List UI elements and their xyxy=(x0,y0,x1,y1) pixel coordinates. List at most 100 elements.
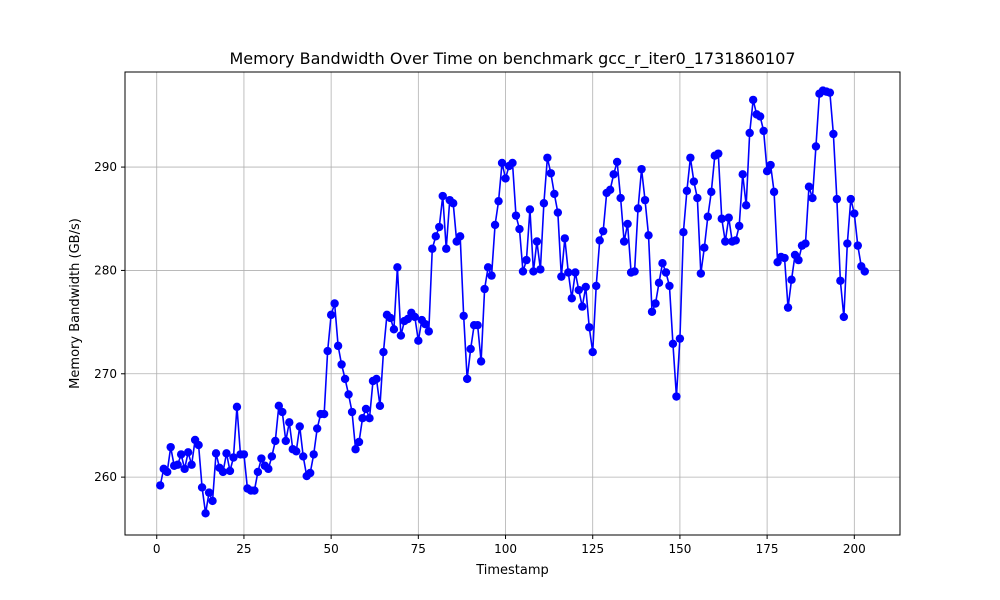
data-point xyxy=(860,267,869,276)
x-tick-label: 125 xyxy=(581,542,604,556)
plot-area xyxy=(156,86,869,518)
data-point xyxy=(647,307,657,316)
data-point xyxy=(578,302,587,311)
data-point xyxy=(333,341,343,351)
data-point xyxy=(225,466,235,476)
data-point xyxy=(686,153,695,162)
data-point xyxy=(163,467,172,477)
data-point xyxy=(801,239,810,248)
data-point xyxy=(731,236,740,245)
data-point xyxy=(194,440,203,450)
data-point xyxy=(853,241,862,250)
data-point xyxy=(738,170,747,179)
data-point xyxy=(783,303,793,312)
data-point xyxy=(476,357,486,366)
data-point xyxy=(592,281,601,291)
data-point xyxy=(414,336,423,345)
data-point xyxy=(176,450,186,459)
data-point xyxy=(309,450,318,459)
data-point xyxy=(612,157,622,167)
data-point xyxy=(839,312,849,322)
plot-frame xyxy=(124,71,901,536)
data-point xyxy=(571,268,580,277)
data-point xyxy=(609,170,618,179)
data-point xyxy=(250,486,259,495)
data-point xyxy=(253,467,263,477)
data-point xyxy=(550,189,559,199)
data-point xyxy=(811,142,821,151)
y-tick-label: 290 xyxy=(94,160,117,174)
data-point xyxy=(490,220,500,230)
data-point xyxy=(312,424,322,433)
data-point xyxy=(183,448,193,457)
data-point xyxy=(483,263,493,272)
data-point xyxy=(229,453,238,462)
data-point xyxy=(766,160,775,170)
data-point xyxy=(351,445,360,454)
data-point xyxy=(605,185,615,195)
data-point xyxy=(330,299,339,308)
y-axis-label: Memory Bandwidth (GB/s) xyxy=(68,218,83,389)
data-point xyxy=(319,409,329,419)
data-point xyxy=(435,222,444,232)
x-axis-label: Timestamp xyxy=(475,563,549,578)
data-point xyxy=(424,327,433,336)
y-tick-label: 280 xyxy=(94,263,117,277)
data-point xyxy=(637,164,646,174)
data-point xyxy=(557,272,566,281)
x-tick-label: 25 xyxy=(236,542,251,556)
data-point xyxy=(438,191,447,201)
data-point xyxy=(267,452,277,461)
data-point xyxy=(633,204,643,213)
data-point xyxy=(808,193,817,203)
data-point xyxy=(375,401,385,411)
data-point xyxy=(707,187,716,197)
data-point xyxy=(846,194,856,204)
data-point xyxy=(393,263,402,272)
y-tick-label: 260 xyxy=(94,470,117,484)
data-point xyxy=(379,347,388,357)
data-point xyxy=(354,437,364,447)
data-point xyxy=(347,407,357,417)
data-point xyxy=(180,464,189,474)
data-point xyxy=(693,193,702,203)
x-tick-label: 0 xyxy=(153,542,161,556)
data-point xyxy=(204,488,214,497)
data-point xyxy=(428,244,437,253)
data-point xyxy=(794,255,803,265)
data-point xyxy=(361,404,371,414)
data-point xyxy=(410,312,420,322)
data-point xyxy=(755,112,765,121)
data-point xyxy=(389,325,399,334)
data-point xyxy=(281,436,290,446)
data-point xyxy=(358,414,367,423)
x-tick-label: 200 xyxy=(843,542,866,556)
data-point xyxy=(386,313,395,323)
data-point xyxy=(257,454,266,463)
data-point xyxy=(748,95,758,105)
data-point xyxy=(630,267,639,276)
data-point xyxy=(689,177,699,186)
data-point xyxy=(700,243,709,252)
data-point xyxy=(431,232,440,241)
data-point xyxy=(239,450,249,459)
data-point xyxy=(644,231,653,240)
data-point xyxy=(536,265,545,274)
data-point xyxy=(804,182,814,191)
data-point xyxy=(187,460,196,469)
data-point xyxy=(306,468,315,478)
data-point xyxy=(843,239,852,248)
data-point xyxy=(623,219,632,229)
data-point xyxy=(340,374,350,384)
data-point xyxy=(274,401,284,411)
data-point xyxy=(829,129,838,139)
data-point xyxy=(703,212,713,221)
data-point xyxy=(518,267,528,276)
data-point xyxy=(581,282,590,292)
data-point xyxy=(560,234,570,243)
data-point xyxy=(668,339,678,349)
data-point xyxy=(745,128,754,138)
data-point xyxy=(658,258,667,268)
data-point xyxy=(442,244,451,253)
data-point xyxy=(264,464,273,474)
